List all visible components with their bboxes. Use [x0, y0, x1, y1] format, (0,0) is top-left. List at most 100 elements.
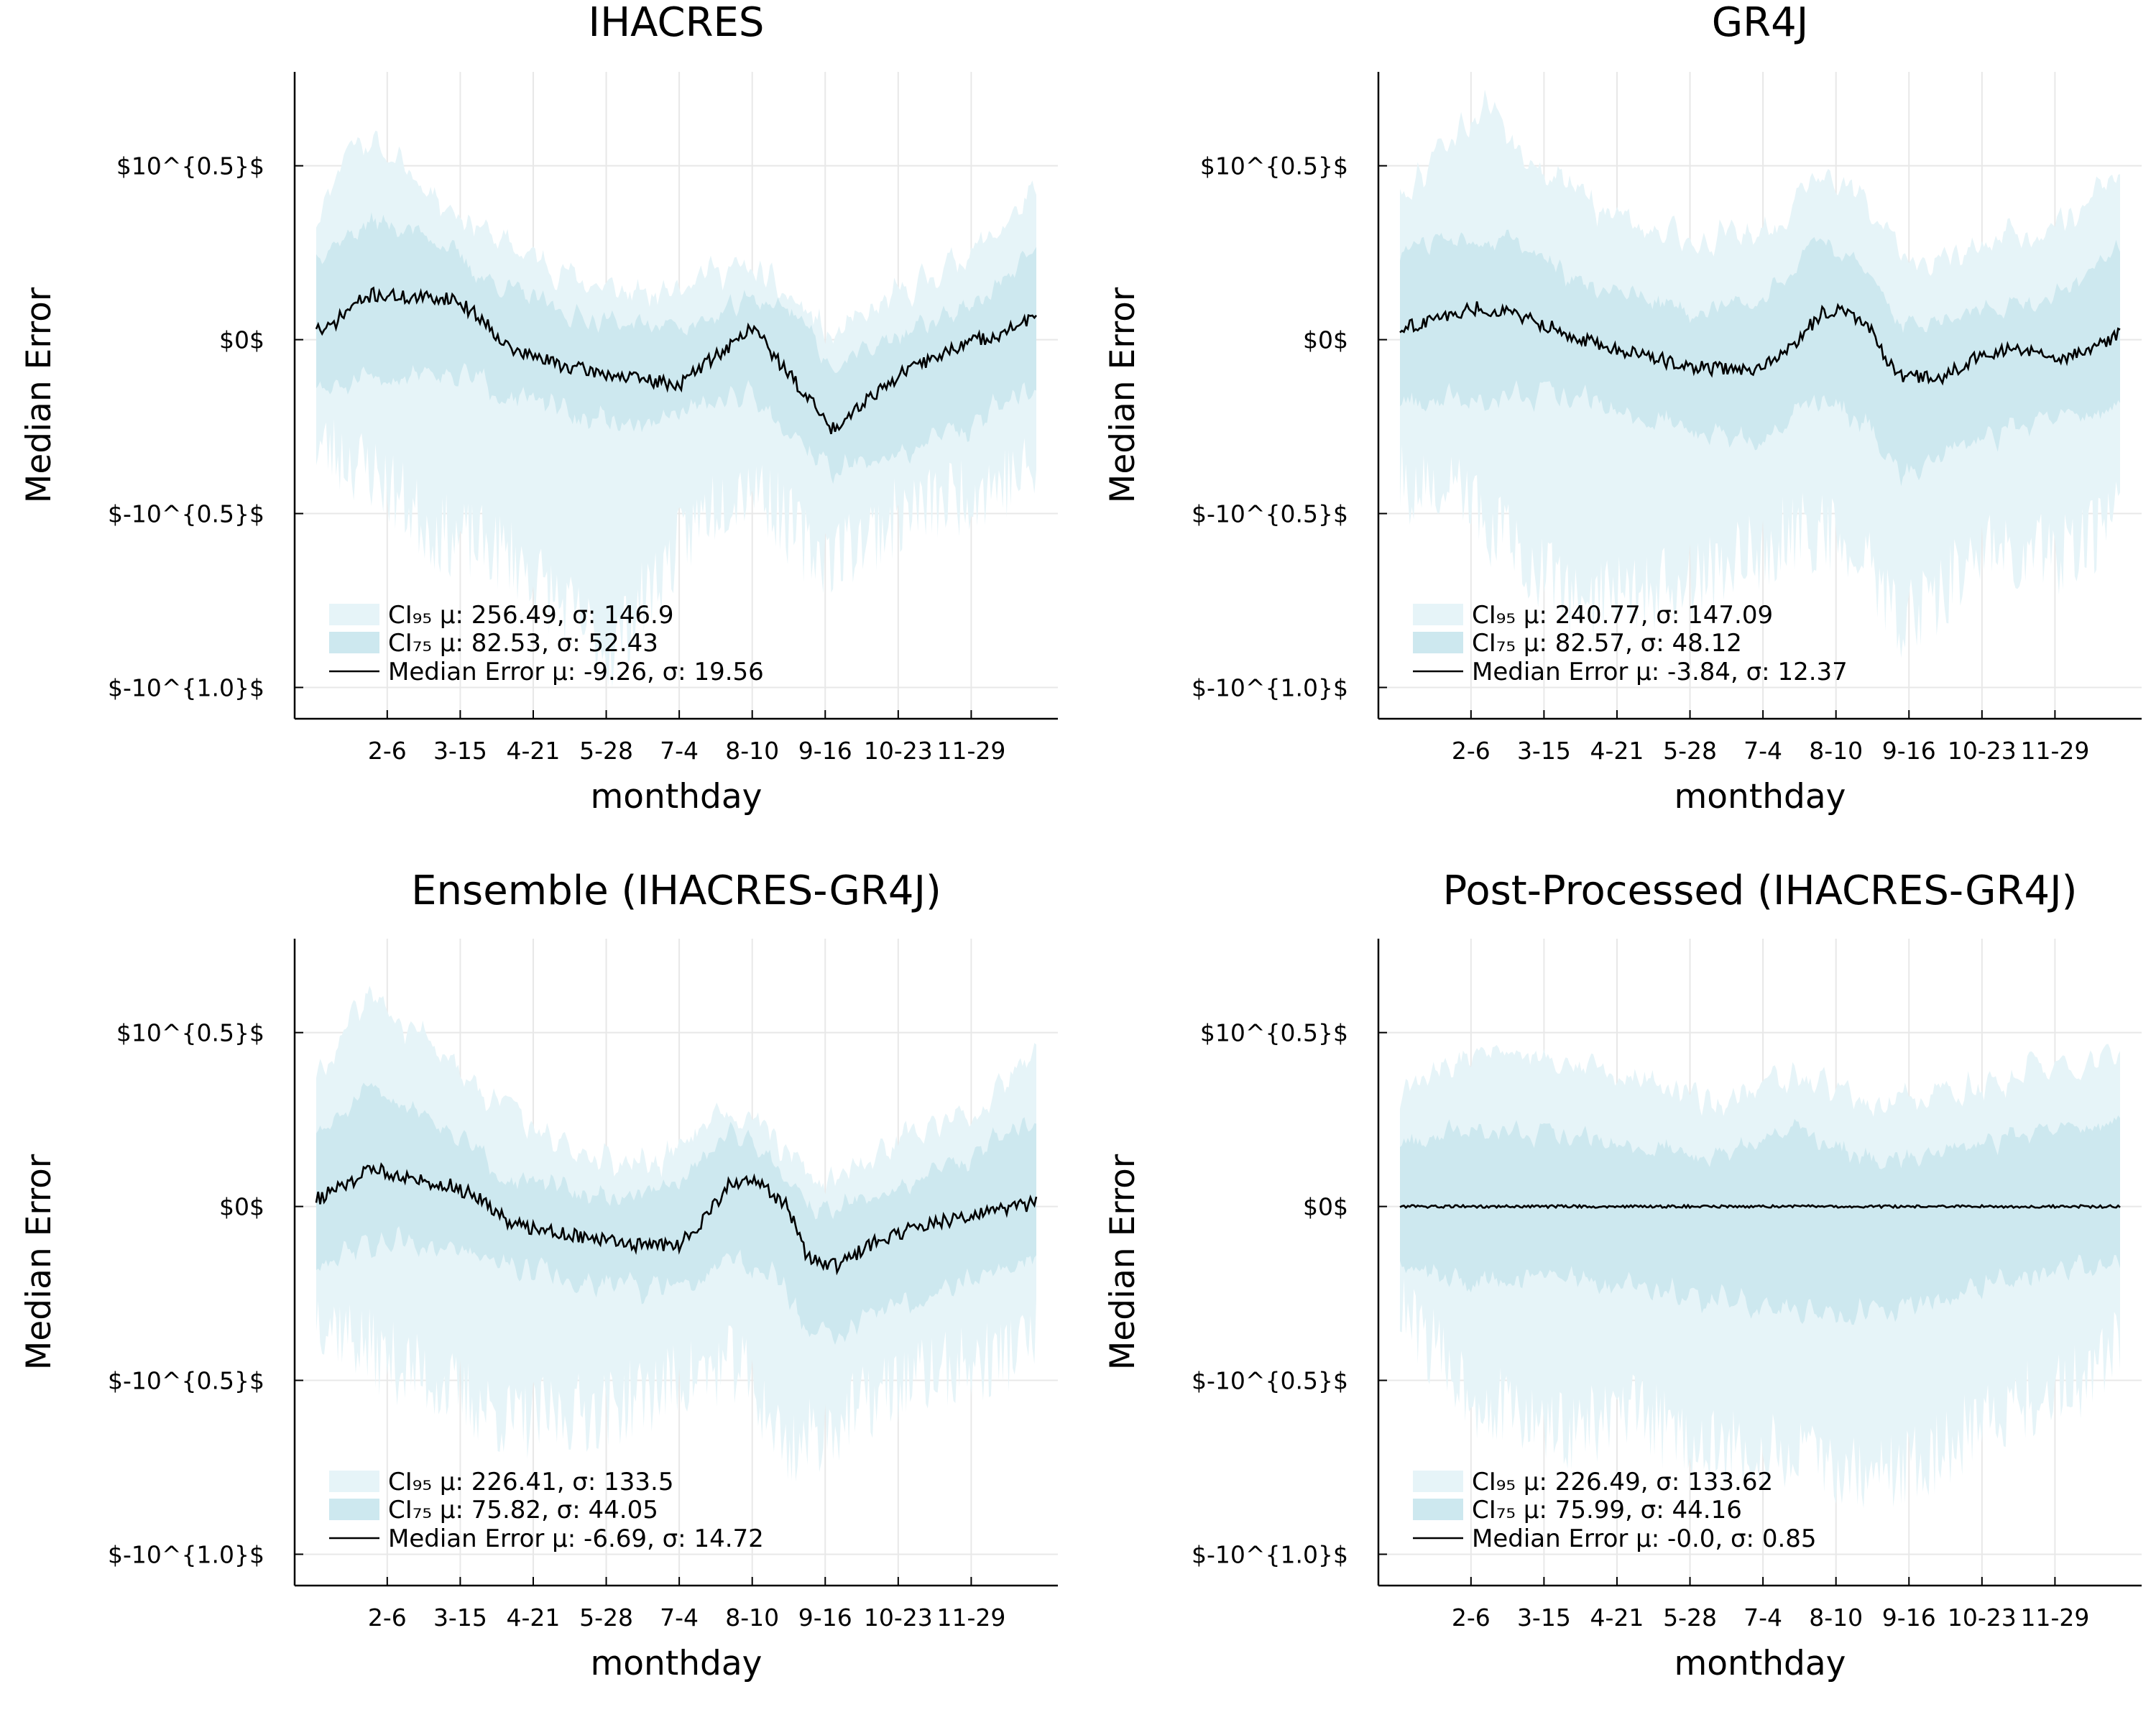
panel-title: GR4J	[1712, 0, 1808, 46]
x-tick-label: 8-10	[1809, 737, 1863, 765]
x-tick-label: 4-21	[1590, 1604, 1644, 1632]
y-tick-label: $-10^{1.0}$	[108, 673, 264, 702]
legend-swatch-ci75	[329, 1499, 379, 1520]
x-axis-label: monthday	[1674, 777, 1846, 816]
legend-label-ci75: CI₇₅ μ: 82.53, σ: 52.43	[388, 629, 658, 658]
x-tick-label: 11-29	[936, 1604, 1005, 1632]
legend-label-ci95: CI₉₅ μ: 240.77, σ: 147.09	[1472, 601, 1773, 630]
panel-4: 2-6 3-15 4-21 5-28 7-4 8-10 9-16 10-23 11-29 $10^…	[1103, 868, 2142, 1683]
legend-label-ci95: CI₉₅ μ: 226.49, σ: 133.62	[1472, 1468, 1773, 1496]
y-tick-label: $-10^{0.5}$	[1192, 500, 1348, 528]
panel-2: 2-6 3-15 4-21 5-28 7-4 8-10 9-16 10-23 11-29 $10^…	[1103, 0, 2142, 816]
y-tick-label: $-10^{0.5}$	[108, 1367, 264, 1395]
legend-label-median: Median Error μ: -0.0, σ: 0.85	[1472, 1524, 1817, 1553]
x-tick-label: 3-15	[433, 1604, 487, 1632]
x-tick-label: 4-21	[1590, 737, 1644, 765]
y-tick-label: $-10^{1.0}$	[1192, 1540, 1348, 1568]
y-axis-label: Median Error	[1103, 287, 1143, 503]
y-tick-label: $-10^{0.5}$	[108, 500, 264, 528]
x-tick-label: 8-10	[725, 1604, 779, 1632]
x-tick-label: 10-23	[864, 737, 933, 765]
median-line	[1399, 1203, 2121, 1210]
x-tick-label: 5-28	[579, 737, 633, 765]
x-tick-label: 10-23	[864, 1604, 933, 1632]
median-line	[315, 1162, 1038, 1276]
x-tick-label: 3-15	[433, 737, 487, 765]
y-tick-label: $0$	[219, 326, 264, 354]
y-axis-label: Median Error	[19, 1154, 59, 1370]
x-tick-label: 4-21	[507, 1604, 561, 1632]
median-line	[315, 286, 1038, 435]
x-tick-label: 9-16	[798, 737, 852, 765]
x-tick-label: 2-6	[1452, 737, 1491, 765]
x-axis-label: monthday	[1674, 1644, 1846, 1683]
y-tick-label: $10^{0.5}$	[116, 152, 264, 180]
legend-swatch-ci95	[1413, 1471, 1463, 1492]
x-tick-label: 10-23	[1948, 737, 2017, 765]
y-tick-label: $-10^{1.0}$	[1192, 673, 1348, 702]
x-tick-label: 5-28	[1663, 737, 1717, 765]
median-line	[1399, 301, 2121, 386]
x-tick-label: 2-6	[368, 737, 407, 765]
x-tick-label: 2-6	[368, 1604, 407, 1632]
y-tick-label: $0$	[1303, 326, 1348, 354]
panel-3: 2-6 3-15 4-21 5-28 7-4 8-10 9-16 10-23 11-29 $10^…	[19, 868, 1058, 1683]
y-axis-label: Median Error	[19, 287, 59, 503]
legend-label-ci75: CI₇₅ μ: 75.99, σ: 44.16	[1472, 1496, 1742, 1524]
x-tick-label: 7-4	[1743, 737, 1782, 765]
legend-label-ci75: CI₇₅ μ: 82.57, σ: 48.12	[1472, 629, 1742, 658]
x-tick-label: 11-29	[2020, 737, 2089, 765]
x-tick-label: 9-16	[798, 1604, 852, 1632]
x-tick-label: 3-15	[1517, 1604, 1571, 1632]
y-axis-label: Median Error	[1103, 1154, 1143, 1370]
legend-swatch-ci95	[329, 1471, 379, 1492]
x-axis-label: monthday	[591, 777, 763, 816]
ci75-band	[1400, 229, 2120, 487]
x-tick-label: 11-29	[2020, 1604, 2089, 1632]
x-tick-label: 7-4	[660, 1604, 699, 1632]
x-tick-label: 9-16	[1882, 1604, 1936, 1632]
y-tick-label: $-10^{1.0}$	[108, 1540, 264, 1568]
panel-title: Post-Processed (IHACRES-GR4J)	[1443, 868, 2078, 914]
legend-swatch-ci75	[329, 632, 379, 653]
x-tick-label: 5-28	[1663, 1604, 1717, 1632]
y-tick-label: $0$	[219, 1193, 264, 1221]
x-tick-label: 10-23	[1948, 1604, 2017, 1632]
legend-label-ci95: CI₉₅ μ: 256.49, σ: 146.9	[388, 601, 673, 630]
y-tick-label: $-10^{0.5}$	[1192, 1367, 1348, 1395]
legend-label-ci95: CI₉₅ μ: 226.41, σ: 133.5	[388, 1468, 673, 1496]
x-tick-label: 8-10	[725, 737, 779, 765]
x-tick-label: 4-21	[507, 737, 561, 765]
legend-swatch-ci95	[329, 604, 379, 625]
panel-1: 2-6 3-15 4-21 5-28 7-4 8-10 9-16 10-23 11-29 $10^…	[19, 0, 1058, 816]
x-tick-label: 8-10	[1809, 1604, 1863, 1632]
legend-label-median: Median Error μ: -9.26, σ: 19.56	[388, 658, 764, 686]
legend-swatch-ci75	[1413, 1499, 1463, 1520]
y-tick-label: $10^{0.5}$	[1200, 1019, 1348, 1047]
y-tick-label: $10^{0.5}$	[1200, 152, 1348, 180]
panel-title: IHACRES	[589, 0, 765, 46]
x-tick-label: 7-4	[660, 737, 699, 765]
panel-title: Ensemble (IHACRES-GR4J)	[411, 868, 941, 914]
ci75-band	[316, 1082, 1036, 1345]
legend-label-median: Median Error μ: -6.69, σ: 14.72	[388, 1524, 764, 1553]
x-tick-label: 3-15	[1517, 737, 1571, 765]
x-axis-label: monthday	[591, 1644, 763, 1683]
legend-label-ci75: CI₇₅ μ: 75.82, σ: 44.05	[388, 1496, 658, 1524]
x-tick-label: 2-6	[1452, 1604, 1491, 1632]
x-tick-label: 7-4	[1743, 1604, 1782, 1632]
y-tick-label: $10^{0.5}$	[116, 1019, 264, 1047]
legend-swatch-ci75	[1413, 632, 1463, 653]
legend-label-median: Median Error μ: -3.84, σ: 12.37	[1472, 658, 1848, 686]
y-tick-label: $0$	[1303, 1193, 1348, 1221]
ci75-band	[316, 212, 1036, 484]
x-tick-label: 5-28	[579, 1604, 633, 1632]
ci75-band	[1400, 1115, 2120, 1325]
x-tick-label: 11-29	[936, 737, 1005, 765]
x-tick-label: 9-16	[1882, 737, 1936, 765]
